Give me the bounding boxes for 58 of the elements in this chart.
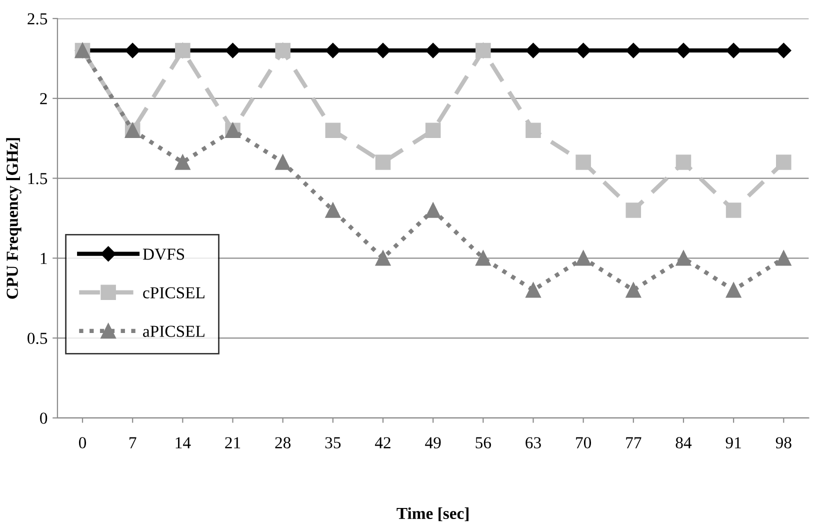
point bbox=[776, 42, 792, 58]
point bbox=[726, 202, 742, 218]
x-tick-label: 49 bbox=[425, 437, 441, 448]
x-tick-label: 98 bbox=[776, 437, 792, 448]
x-tick-label: 21 bbox=[225, 437, 240, 448]
point bbox=[626, 42, 641, 58]
point bbox=[726, 42, 742, 58]
x-tick-label: 42 bbox=[374, 437, 390, 448]
point bbox=[375, 250, 391, 266]
point bbox=[626, 282, 642, 298]
x-tick-label: 56 bbox=[476, 437, 491, 448]
point bbox=[426, 42, 441, 58]
point bbox=[526, 122, 541, 138]
point bbox=[576, 154, 591, 170]
x-tick-label: 14 bbox=[176, 437, 191, 448]
point bbox=[526, 42, 541, 58]
x-tick-label: 70 bbox=[576, 437, 592, 448]
point bbox=[676, 250, 692, 266]
point bbox=[325, 122, 341, 138]
legend-label: cPICSEL bbox=[143, 287, 204, 298]
point bbox=[125, 42, 140, 58]
y-tick-label: 1 bbox=[40, 252, 47, 264]
point bbox=[375, 42, 391, 58]
point bbox=[275, 154, 290, 170]
legend-label: aPICSEL bbox=[143, 326, 204, 337]
x-tick-label: 28 bbox=[275, 437, 291, 448]
point bbox=[325, 42, 340, 58]
y-tick-label: 0.5 bbox=[28, 332, 48, 344]
point bbox=[175, 154, 190, 170]
point bbox=[776, 250, 792, 266]
y-tick-label: 2 bbox=[40, 93, 47, 104]
point bbox=[476, 250, 491, 266]
point bbox=[325, 202, 341, 218]
point bbox=[425, 122, 441, 138]
legend-label: DVFS bbox=[142, 248, 184, 260]
point bbox=[576, 250, 591, 266]
y-tick-label: 2.5 bbox=[28, 13, 48, 25]
x-tick-label: 84 bbox=[676, 437, 692, 448]
point bbox=[375, 154, 391, 170]
y-axis-title: CPU Frequency [GHz] bbox=[6, 138, 22, 299]
point bbox=[225, 42, 240, 58]
point bbox=[776, 154, 792, 170]
y-tick-label: 0 bbox=[40, 412, 48, 424]
x-tick-label: 63 bbox=[526, 437, 541, 448]
x-tick-label: 7 bbox=[130, 437, 136, 448]
point bbox=[726, 282, 742, 298]
x-tick-label: 91 bbox=[726, 437, 741, 448]
point bbox=[526, 282, 541, 298]
point bbox=[576, 42, 591, 58]
x-axis-title: Time [sec] bbox=[396, 507, 468, 522]
point bbox=[425, 202, 441, 218]
x-tick-label: 35 bbox=[325, 437, 341, 448]
point bbox=[676, 154, 692, 170]
x-tick-label: 77 bbox=[626, 437, 642, 448]
point bbox=[676, 42, 692, 58]
y-tick-label: 1.5 bbox=[28, 173, 48, 184]
point bbox=[626, 202, 642, 218]
x-tick-label: 0 bbox=[78, 437, 86, 448]
